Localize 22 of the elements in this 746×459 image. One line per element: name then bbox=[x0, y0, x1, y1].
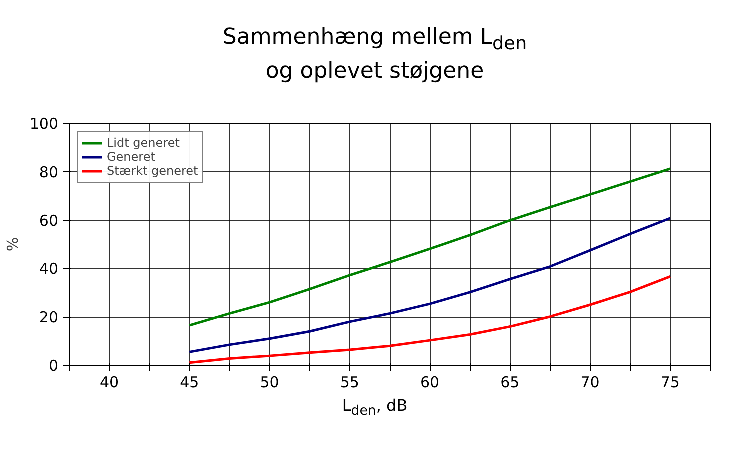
y-tick-label: 40 bbox=[39, 260, 59, 278]
x-tick-label: 65 bbox=[500, 374, 520, 392]
legend-label: Stærkt generet bbox=[107, 164, 198, 178]
line-series bbox=[188, 275, 672, 364]
x-tick-label: 55 bbox=[340, 374, 360, 392]
chart-title: Sammenhæng mellem L$_{den}$ og oplevet støjgene bbox=[222, 24, 528, 86]
x-tick-label: 40 bbox=[100, 374, 120, 392]
legend-label: Generet bbox=[107, 150, 156, 164]
line-series bbox=[188, 217, 672, 354]
y-axis-title: % bbox=[4, 237, 22, 252]
x-tick-label: 60 bbox=[420, 374, 440, 392]
legend-label: Lidt generet bbox=[107, 136, 180, 150]
y-tick-label: 80 bbox=[39, 163, 59, 182]
x-axis-title: L$_{den}$, dB bbox=[342, 395, 408, 422]
x-tick-label: 50 bbox=[260, 374, 280, 392]
x-tick-label: 45 bbox=[180, 374, 200, 392]
x-tick-label: 70 bbox=[580, 374, 600, 392]
x-tick-label: 75 bbox=[660, 374, 680, 392]
y-tick-label: 60 bbox=[39, 212, 59, 230]
y-tick-label: 100 bbox=[30, 115, 59, 133]
y-tick-label: 0 bbox=[48, 357, 59, 375]
y-tick-label: 20 bbox=[39, 308, 59, 327]
